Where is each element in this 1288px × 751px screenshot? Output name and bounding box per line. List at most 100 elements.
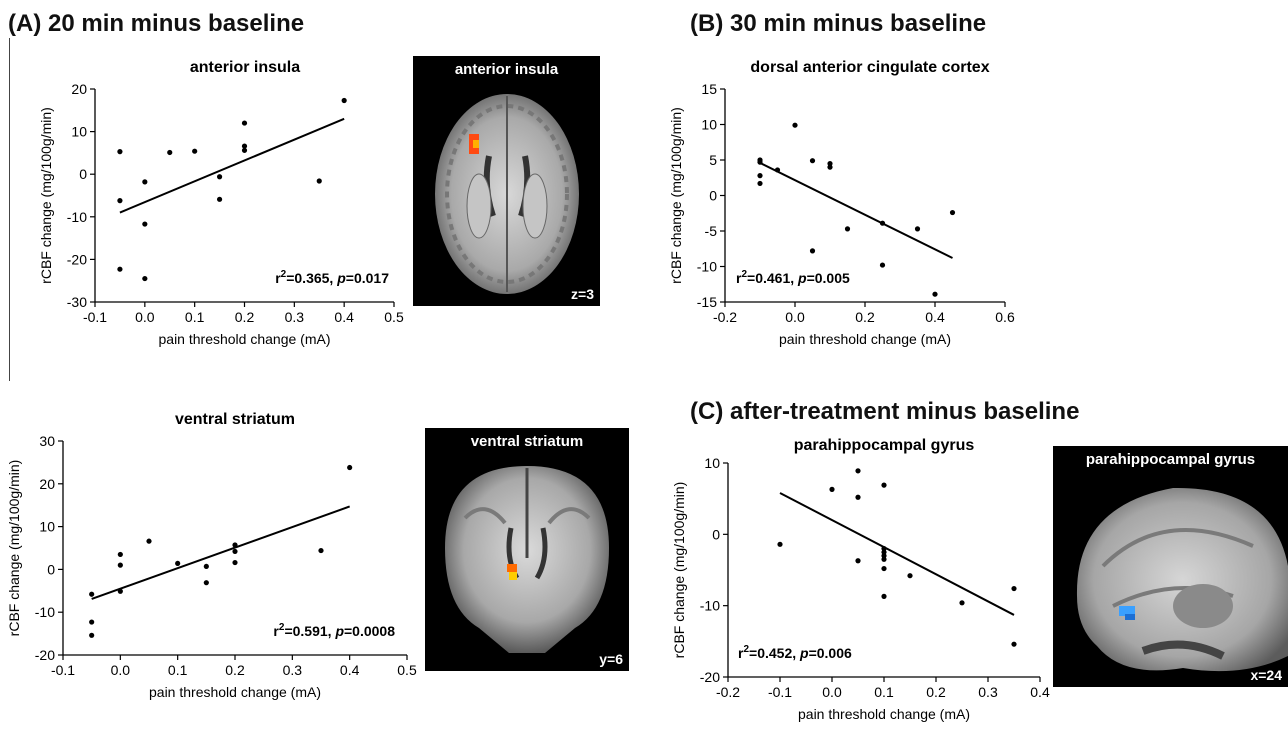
chart-4-data-point <box>1011 641 1017 647</box>
chart-4-data-point <box>881 565 887 572</box>
chart-4-y-tick-label: -10 <box>700 598 720 614</box>
chart-3-data-point <box>232 548 238 555</box>
chart-3-y-tick-label: 0 <box>47 561 55 577</box>
chart-3-data-point <box>89 632 95 638</box>
chart-4-data-point <box>855 468 861 474</box>
chart-2-y-tick-label: 15 <box>701 81 717 97</box>
chart-4-fit-line <box>779 492 1015 616</box>
chart-3-x-tick-label: 0.4 <box>340 662 360 678</box>
chart-3-stat-label: r2=0.591, p=0.0008 <box>273 622 395 639</box>
chart-1-y-tick-label: 20 <box>71 81 87 97</box>
chart-4-y-tick-label: -20 <box>700 669 720 685</box>
chart-2-y-tick-label: -10 <box>697 259 717 275</box>
chart-3-data-point <box>89 591 95 597</box>
chart-2-x-tick-label: 0.4 <box>925 309 945 325</box>
chart-1-data-point <box>117 266 123 272</box>
chart-1-data-point <box>117 198 123 204</box>
chart-2-data-point <box>757 159 763 165</box>
chart-1-data-point <box>192 148 198 154</box>
chart-1-data-point <box>316 178 322 184</box>
chart-2-title: dorsal anterior cingulate cortex <box>750 59 989 76</box>
chart-4-x-tick-label: -0.1 <box>768 684 792 700</box>
chart-2-data-point <box>757 173 763 179</box>
chart-4-x-label: pain threshold change (mA) <box>798 706 970 722</box>
brain-coordinate: z=3 <box>571 286 594 302</box>
chart-4-y-label: rCBF change (mg/100g/min) <box>671 482 687 659</box>
chart-1-data-point <box>142 221 148 227</box>
chart-4-title: parahippocampal gyrus <box>794 437 975 454</box>
chart-4-y-tick-label: 0 <box>712 526 720 542</box>
chart-4-y-tick-label: 10 <box>704 455 720 471</box>
activation-blob <box>1119 606 1135 616</box>
brain-label: ventral striatum <box>470 433 584 450</box>
chart-1-data-point <box>142 275 148 282</box>
chart-1-data-point <box>216 196 223 202</box>
chart-1-data-point <box>216 174 223 180</box>
chart-3-data-point <box>232 542 238 548</box>
brain-image-parahippocampal-gyrus: parahippocampal gyrus x=24 <box>1053 446 1288 687</box>
chart-3-data-point <box>117 551 123 558</box>
chart-3-data-point <box>117 588 123 594</box>
chart-1-x-tick-label: 0.4 <box>334 309 354 325</box>
chart-2-data-point <box>879 220 886 226</box>
chart-3-data-point <box>175 560 181 567</box>
chart-3-y-tick-label: 10 <box>39 519 55 535</box>
chart-1-x-tick-label: 0.5 <box>384 309 404 325</box>
panel-divider <box>9 38 10 381</box>
chart-2-y-tick-label: 10 <box>701 117 717 133</box>
chart-4-data-point <box>907 573 913 579</box>
chart-2-data-point <box>844 226 851 232</box>
chart-1-data-point <box>241 147 248 153</box>
section-title-a: (A) 20 min minus baseline <box>8 10 305 37</box>
chart-4-data-point <box>881 546 887 552</box>
chart-2-y-tick-label: -5 <box>705 223 718 239</box>
chart-2-stat-label: r2=0.461, p=0.005 <box>736 269 850 286</box>
chart-1-x-tick-label: 0.0 <box>135 309 155 325</box>
chart-2-y-label: rCBF change (mg/100g/min) <box>668 107 684 284</box>
chart-3-x-tick-label: 0.2 <box>225 662 245 678</box>
chart-4-x-tick-label: 0.4 <box>1030 684 1050 700</box>
brain-label: anterior insula <box>454 61 559 78</box>
chart-2-x-tick-label: 0.6 <box>995 309 1015 325</box>
chart-3-title: ventral striatum <box>175 411 295 428</box>
chart-4-data-point <box>959 600 965 606</box>
chart-1-title: anterior insula <box>190 59 300 76</box>
chart-4-data-point <box>1011 585 1017 592</box>
chart-2-data-point <box>932 291 938 297</box>
chart-3-x-tick-label: -0.1 <box>51 662 75 678</box>
brain-coordinate: x=24 <box>1250 667 1282 683</box>
chart-1-y-tick-label: -30 <box>67 294 87 310</box>
chart-2-data-point <box>757 180 763 187</box>
chart-2-data-point <box>809 248 816 254</box>
chart-4-data-point <box>881 593 887 599</box>
chart-4-x-tick-label: 0.0 <box>822 684 842 700</box>
chart-4-stat-label: r2=0.452, p=0.006 <box>738 644 852 661</box>
chart-3-data-point <box>347 464 353 471</box>
coronal-brain-icon <box>445 466 609 653</box>
chart-2-x-tick-label: 0.0 <box>785 309 805 325</box>
chart-2-data-point <box>774 167 781 173</box>
sagittal-brain-icon <box>1076 487 1288 672</box>
chart-4-x-tick-label: 0.1 <box>874 684 894 700</box>
chart-2-data-point <box>879 262 886 268</box>
chart-1-x-tick-label: -0.1 <box>83 309 107 325</box>
brain-image-anterior-insula: anterior insula z=3 <box>413 56 600 306</box>
chart-2-y-tick-label: 5 <box>709 152 717 168</box>
chart-3-x-tick-label: 0.1 <box>168 662 188 678</box>
chart-2-x-tick-label: -0.2 <box>713 309 737 325</box>
chart-2-data-point <box>827 164 833 170</box>
chart-3-data-point <box>318 547 324 554</box>
chart-2-data-point <box>792 122 798 128</box>
chart-4-x-tick-label: 0.3 <box>978 684 998 700</box>
chart-4-x-tick-label: 0.2 <box>926 684 946 700</box>
chart-3-y-label: rCBF change (mg/100g/min) <box>6 460 22 637</box>
chart-1-x-tick-label: 0.2 <box>235 309 255 325</box>
chart-4-data-point <box>881 556 887 562</box>
chart-2-data-point <box>809 158 816 164</box>
chart-3-x-label: pain threshold change (mA) <box>149 684 321 700</box>
chart-3-data-point <box>203 580 209 586</box>
chart-1-y-tick-label: -10 <box>67 209 87 225</box>
chart-3-data-point <box>89 619 95 625</box>
chart-1-x-label: pain threshold change (mA) <box>159 331 331 347</box>
